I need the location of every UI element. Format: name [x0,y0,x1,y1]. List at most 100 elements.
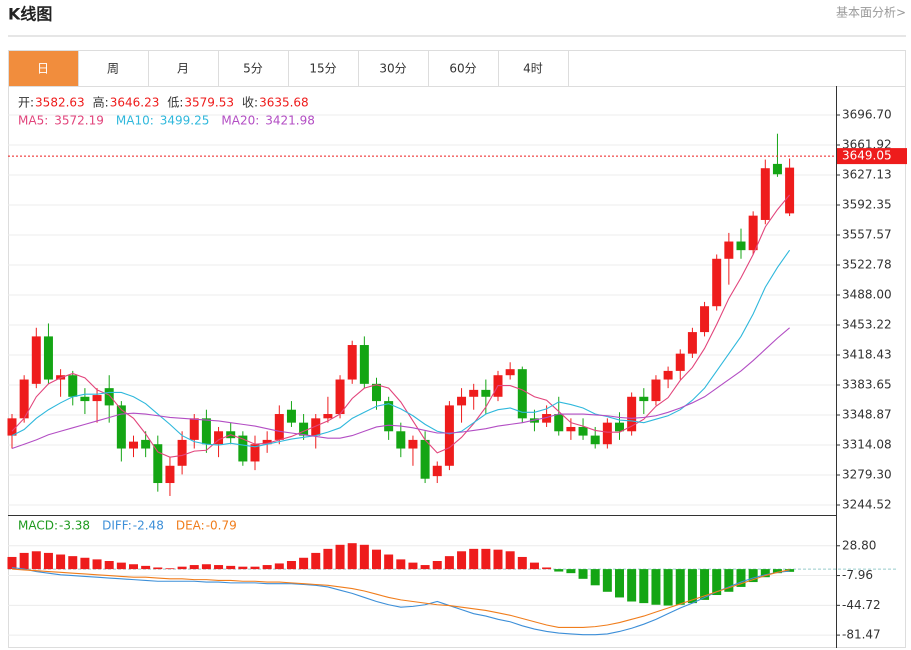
macd-bar [748,569,758,583]
macd-bar [286,561,296,570]
macd-bar [785,569,795,572]
macd-legend-label: DEA: [176,519,205,533]
tab-label[interactable]: 月 [177,62,189,76]
candle-body [311,418,321,436]
y-tick-label: 3557.57 [842,227,892,241]
candle-body [92,395,102,402]
tab-label[interactable]: 周 [107,62,119,76]
candle-body [129,441,138,449]
y-tick-label: 28.80 [842,538,876,552]
macd-bar [675,569,685,605]
ma-legend-name: MA20: [221,114,259,128]
tab[interactable] [498,50,569,87]
candle-body [760,168,770,220]
ma-line [11,194,791,458]
ohlc-label: 高: [93,95,109,110]
macd-bar [347,543,357,570]
candle-body [347,345,357,380]
candle-body [469,389,479,397]
y-tick-label: 3279.30 [842,468,892,482]
macd-bar [566,569,576,574]
y-tick-label: 3661.92 [842,137,892,151]
tab-label[interactable]: 15分 [309,62,336,76]
candle-body [651,379,661,402]
tab[interactable] [218,50,289,87]
macd-bar [542,567,552,570]
last-price-label: 3649.05 [842,149,892,163]
macd-bar [92,559,102,570]
y-tick-label: 3244.52 [842,498,892,512]
macd-bar [420,565,430,570]
candle-body [748,215,758,251]
macd-bar [578,569,588,579]
candle-body [432,465,442,477]
candle-body [141,439,151,449]
candle-body [444,405,454,466]
macd-bar [432,561,442,570]
macd-bar [201,564,211,570]
ma-line [11,327,790,450]
macd-bar [299,557,309,570]
candle-body [724,241,734,259]
tab[interactable] [148,50,219,87]
last-price-badge [837,148,907,165]
ma-line [11,249,791,448]
candle-body [31,336,41,384]
macd-bar [335,544,345,570]
macd-bar [444,556,454,570]
ohlc-value: 3646.23 [110,96,160,110]
y-tick-label: -81.47 [842,628,881,642]
y-tick-label: 3314.08 [842,438,892,452]
macd-bar [384,554,394,570]
macd-bar [554,569,564,572]
macd-bar [760,569,770,578]
tab-label[interactable]: 30分 [379,62,406,76]
tab[interactable] [8,50,79,87]
candle-body [457,396,467,406]
candle-body [627,396,637,432]
tab-label[interactable]: 5分 [243,62,263,76]
ohlc-value: 3635.68 [259,96,309,110]
tab[interactable] [78,50,149,87]
candle-body [201,418,211,445]
candle-body [250,444,260,462]
candle-body [505,369,515,376]
y-tick-label: 3453.22 [842,317,892,331]
macd-bar [165,568,175,570]
macd-bar [56,554,66,570]
y-tick-label: 3348.87 [842,408,892,422]
macd-legend-value: -3.38 [59,519,90,533]
candle-body [262,439,272,445]
tab-label[interactable]: 日 [37,62,49,76]
candle-body [396,431,406,449]
macd-bar [189,565,199,570]
macd-line [11,566,790,636]
candle-body [615,422,624,432]
macd-bar [250,566,260,570]
macd-bar [493,549,503,570]
macd-bar [457,551,467,570]
candle-body [335,379,345,415]
macd-bar [7,556,17,570]
macd-bar [43,552,53,570]
candle-body [19,379,29,419]
macd-bar [602,569,612,592]
macd-bar [214,565,224,570]
ma-legend-name: MA10: [116,114,154,128]
candle-body [43,336,53,380]
fundamental-link[interactable]: 基本面分析> [836,6,906,20]
candle-body [153,444,163,484]
candle-body [323,414,333,419]
tab-label[interactable]: 60分 [449,62,476,76]
candle-body [663,370,673,380]
macd-bar [104,561,114,570]
macd-bar [408,562,418,570]
tab[interactable] [358,50,429,87]
macd-bar [31,551,41,570]
y-tick-label: 3627.13 [842,168,892,182]
candle-body [189,418,199,440]
candle-body [554,414,564,432]
tab-label[interactable]: 4时 [523,62,543,76]
macd-bar [615,569,624,598]
